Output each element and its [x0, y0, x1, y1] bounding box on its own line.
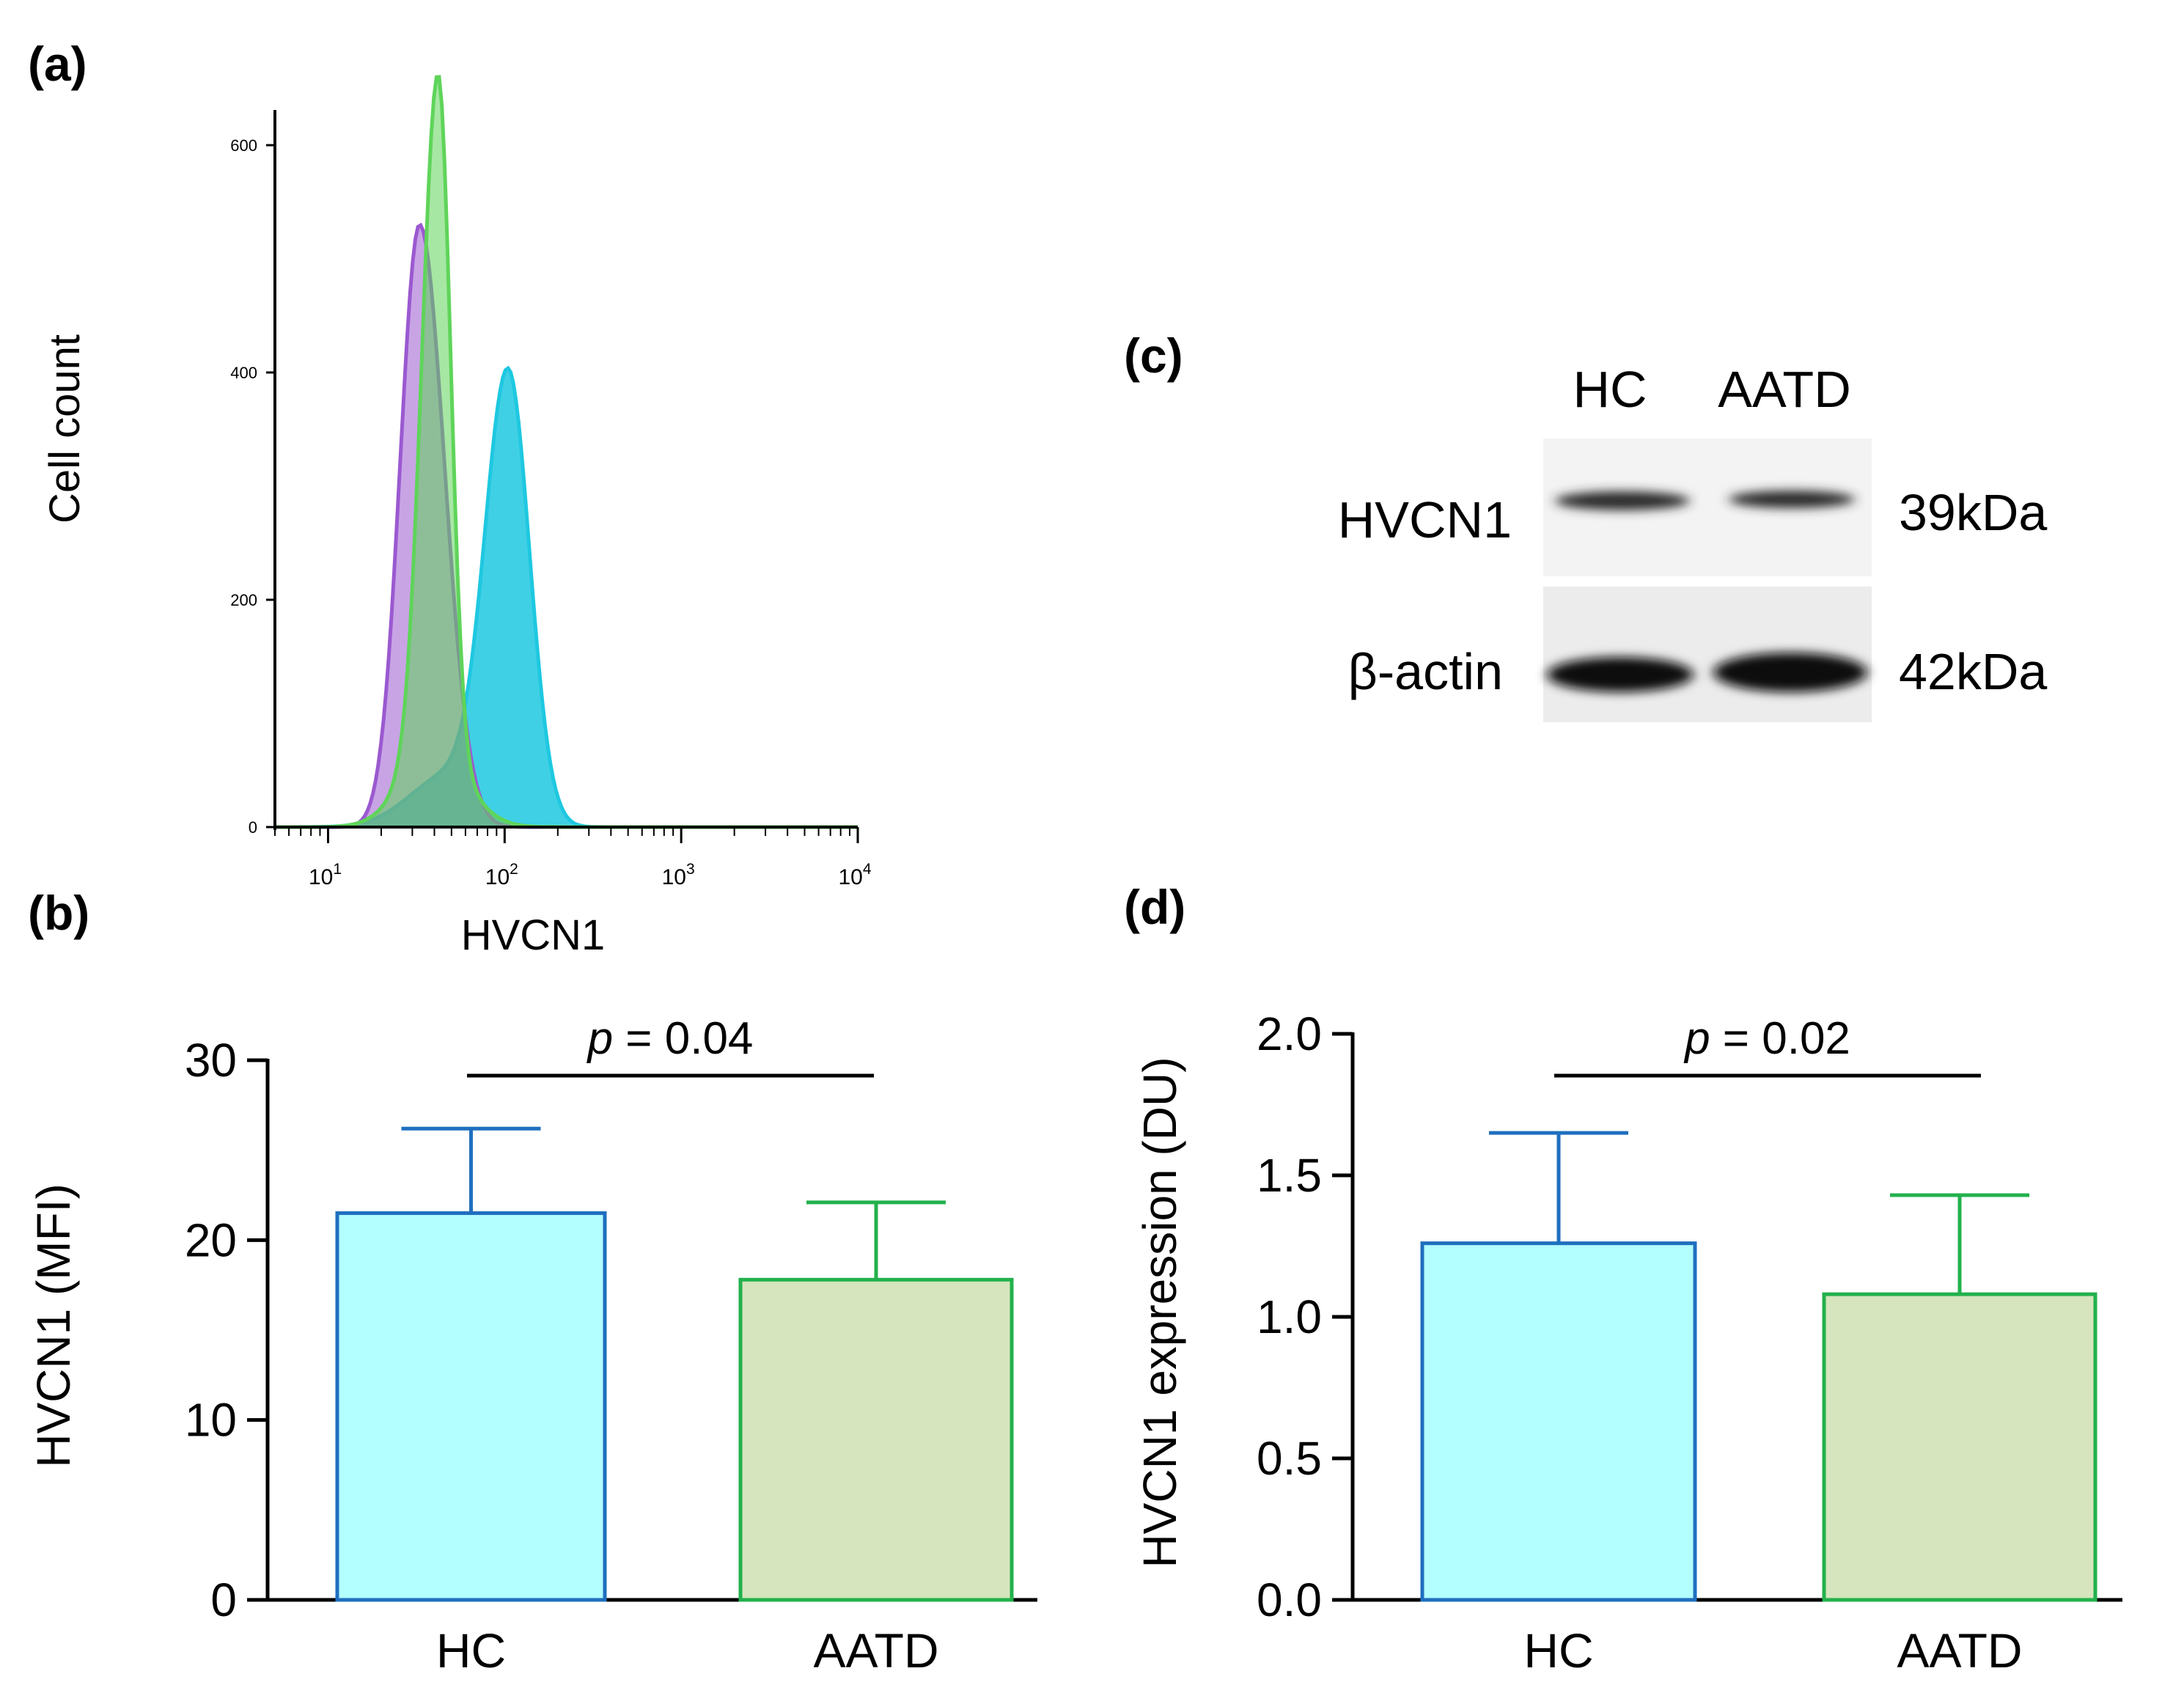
histogram-series-outline-cyan: [275, 365, 858, 829]
expression-y-tick-label: 0.5: [1257, 1432, 1322, 1485]
mfi-y-tick-label: 0: [210, 1573, 237, 1626]
mfi-y-tick-label: 30: [185, 1034, 237, 1087]
expression-bar-chart: 0.0 0.5 1.0 1.5 2.0 HC AATD p = 0.02 HVCN1 expr…: [1133, 1007, 2122, 1678]
mfi-bar-aatd: [738, 1277, 1014, 1602]
mfi-x-tick-label-aatd: AATD: [813, 1623, 938, 1678]
mfi-bar-hc: [335, 1211, 607, 1602]
mfi-y-tick-label: 10: [185, 1394, 237, 1447]
panel-label-d: (d): [1124, 880, 1185, 934]
histogram-curves: [275, 75, 858, 829]
histogram-y-tick-label: 400: [230, 364, 257, 382]
expression-y-axis-label: HVCN1 expression (DU): [1133, 1057, 1186, 1568]
histogram-x-tick-label: 101: [309, 861, 342, 889]
mfi-y-tick-label: 20: [185, 1213, 237, 1266]
histogram-axes: 0 200 400 600 101 102 103 104: [230, 110, 872, 889]
blot-size-label-42kda: 42kDa: [1899, 643, 2047, 700]
mfi-y-axis-label: HVCN1 (MFI): [27, 1183, 80, 1468]
histogram-series-fill-purple: [275, 225, 858, 827]
expression-y-tick-label: 2.0: [1257, 1007, 1322, 1060]
mfi-x-tick-label-hc: HC: [436, 1623, 506, 1678]
expression-bar-aatd: [1822, 1292, 2097, 1602]
expression-x-tick-label-aatd: AATD: [1897, 1623, 2022, 1678]
histogram-x-axis-label: HVCN1: [461, 911, 606, 959]
blot-band-hvcn1-aatd: [1729, 491, 1855, 508]
expression-y-tick-label: 0.0: [1257, 1573, 1322, 1626]
mfi-bar-chart: 0 10 20 30 HC AATD p = 0.04 HVCN1 (MFI): [27, 1013, 1037, 1678]
histogram-series-outline-green: [275, 75, 858, 829]
blot-protein-label-actin: β-actin: [1348, 643, 1503, 700]
histogram-y-tick-label: 600: [230, 136, 257, 155]
blot-lane-label-hc: HC: [1573, 361, 1647, 418]
histogram-panel: 0 200 400 600 101 102 103 104 Cell count HVCN1: [41, 75, 872, 959]
blot-size-label-39kda: 39kDa: [1899, 484, 2047, 541]
histogram-x-tick-label: 103: [662, 861, 695, 889]
western-blot-panel: HC AATD HVCN1 β-actin 39kDa 42kDa: [1338, 361, 2047, 722]
histogram-series-outline-purple: [275, 222, 858, 829]
mfi-bar-plot: 0 10 20 30 HC AATD p = 0.04: [185, 1013, 1037, 1678]
histogram-series-fill-cyan: [275, 368, 858, 827]
expression-significance-label: p = 0.02: [1683, 1013, 1850, 1064]
mfi-significance-label: p = 0.04: [587, 1013, 754, 1064]
histogram-x-tick-label: 104: [838, 861, 871, 889]
histogram-y-tick-label: 200: [230, 591, 257, 609]
expression-y-tick-label: 1.0: [1257, 1290, 1322, 1343]
expression-y-tick-label: 1.5: [1257, 1149, 1322, 1202]
panel-label-b: (b): [28, 886, 89, 940]
panel-label-c: (c): [1124, 328, 1183, 383]
histogram-y-tick-label: 0: [249, 818, 257, 837]
histogram-series-fill-green: [275, 76, 858, 827]
histogram-y-axis-label: Cell count: [41, 334, 89, 524]
panel-label-a: (a): [28, 37, 87, 91]
expression-x-tick-label-hc: HC: [1523, 1623, 1593, 1678]
expression-bar-plot: 0.0 0.5 1.0 1.5 2.0 HC AATD p = 0.02: [1257, 1007, 2122, 1678]
expression-bar-hc: [1420, 1241, 1697, 1602]
blot-lane-label-aatd: AATD: [1718, 361, 1851, 418]
histogram-x-tick-label: 102: [485, 861, 518, 889]
blot-band-actin-hc: [1547, 657, 1694, 692]
blot-band-actin-aatd: [1713, 653, 1867, 692]
blot-protein-label-hvcn1: HVCN1: [1338, 491, 1512, 548]
blot-band-hvcn1-hc: [1555, 491, 1690, 510]
